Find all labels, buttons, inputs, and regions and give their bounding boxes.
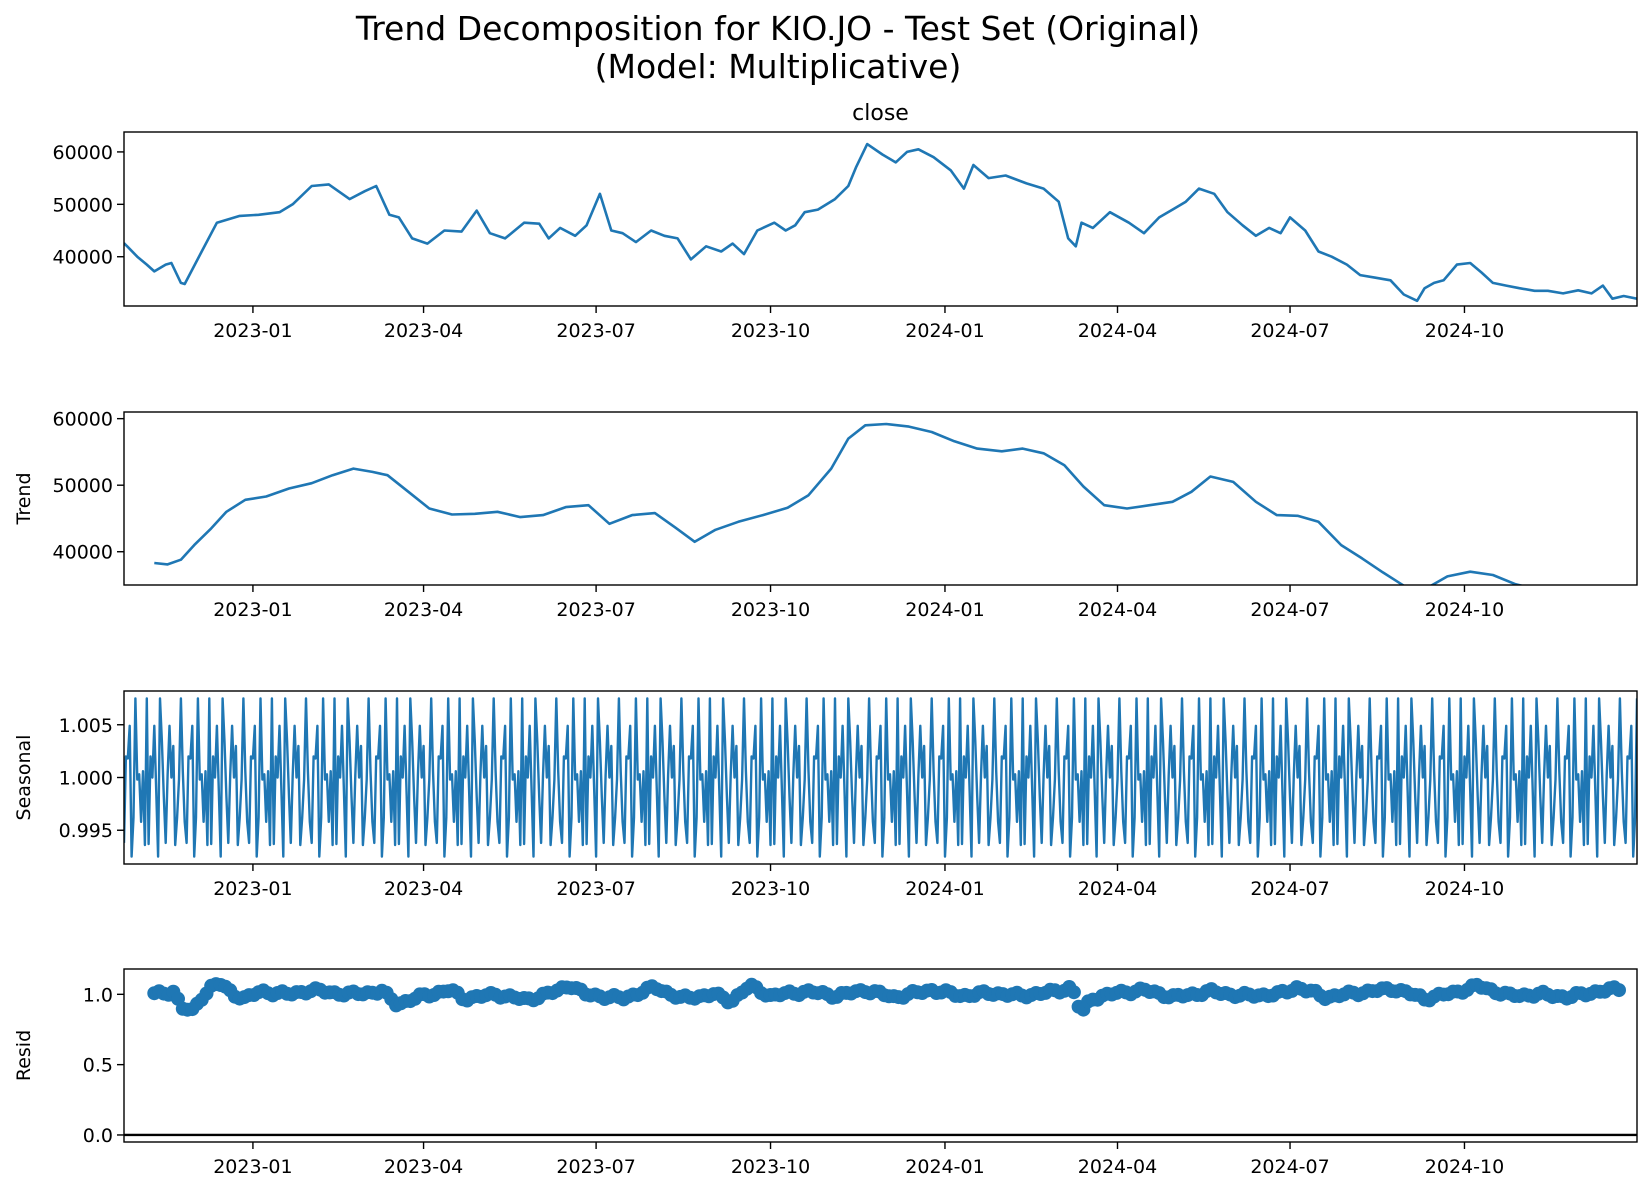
- x-tick-label: 2024-07: [1250, 1156, 1329, 1178]
- x-tick-label: 2023-01: [213, 599, 292, 621]
- y-axis-label: Resid: [13, 1030, 35, 1081]
- panel-title: close: [852, 101, 909, 126]
- figure-title-line2: (Model: Multiplicative): [595, 47, 962, 86]
- y-axis-label: Seasonal: [13, 735, 35, 821]
- y-tick-label: 0.5: [83, 1055, 113, 1077]
- x-tick-label: 2024-10: [1425, 878, 1504, 900]
- seasonal-series-line: [124, 697, 1637, 858]
- x-tick-label: 2024-07: [1250, 320, 1329, 342]
- panel-1: 40000 50000 60000 2023-01 2023-04 2023-07 2023…: [53, 101, 1638, 342]
- x-tick-label: 2024-01: [905, 878, 984, 900]
- y-tick-label: 1.005: [59, 715, 113, 737]
- x-tick-label: 2024-01: [905, 320, 984, 342]
- y-tick-label: 60000: [53, 409, 113, 431]
- x-tick-label: 2023-07: [556, 320, 635, 342]
- x-tick-label: 2024-04: [1078, 320, 1157, 342]
- x-tick-label: 2023-04: [384, 320, 463, 342]
- x-tick-label: 2023-07: [556, 878, 635, 900]
- x-tick-label: 2024-07: [1250, 599, 1329, 621]
- x-tick-label: 2024-04: [1078, 878, 1157, 900]
- y-tick-label: 1.000: [59, 768, 113, 790]
- x-tick-label: 2023-07: [556, 599, 635, 621]
- x-tick-label: 2024-04: [1078, 1156, 1157, 1178]
- y-axis-label: Trend: [13, 473, 35, 526]
- y-tick-label: 0.995: [59, 820, 113, 842]
- x-tick-label: 2023-10: [731, 599, 810, 621]
- x-tick-label: 2023-07: [556, 1156, 635, 1178]
- x-tick-label: 2024-04: [1078, 599, 1157, 621]
- close-series-line: [124, 142, 1637, 303]
- x-tick-label: 2023-10: [731, 1156, 810, 1178]
- x-tick-label: 2023-10: [731, 878, 810, 900]
- x-tick-label: 2024-10: [1425, 599, 1504, 621]
- x-tick-label: 2024-10: [1425, 320, 1504, 342]
- panel-4: 0.0 0.5 1.0 2023-01 2023-04 2023-07 2023-10 202…: [13, 968, 1638, 1178]
- axes-frame: [123, 131, 1638, 307]
- x-tick-label: 2023-04: [384, 599, 463, 621]
- x-tick-label: 2023-01: [213, 1156, 292, 1178]
- y-tick-label: 40000: [53, 542, 113, 564]
- y-tick-label: 0.0: [83, 1125, 113, 1147]
- plot-area: [154, 422, 1525, 585]
- panel-3: 0.995 1.000 1.005 2023-01 2023-04 2023-07 2023…: [13, 690, 1638, 900]
- panels-group: 40000 50000 60000 2023-01 2023-04 2023-07 2023…: [13, 101, 1638, 1178]
- plot-area: [124, 697, 1637, 858]
- y-tick-label: 50000: [53, 475, 113, 497]
- x-tick-label: 2024-01: [905, 1156, 984, 1178]
- x-tick-label: 2023-01: [213, 320, 292, 342]
- plot-area: [124, 142, 1637, 303]
- x-tick-label: 2023-04: [384, 878, 463, 900]
- x-tick-label: 2023-10: [731, 320, 810, 342]
- plot-area: [124, 977, 1637, 1137]
- x-tick-label: 2023-04: [384, 1156, 463, 1178]
- axes-frame: [123, 968, 1638, 1143]
- x-tick-label: 2024-07: [1250, 878, 1329, 900]
- y-tick-label: 40000: [53, 247, 113, 269]
- x-tick-label: 2024-10: [1425, 1156, 1504, 1178]
- axes-frame: [123, 411, 1638, 586]
- panel-2: 40000 50000 60000 2023-01 2023-04 2023-07 2023…: [13, 409, 1638, 621]
- trend-series-line: [154, 422, 1525, 585]
- x-tick-label: 2024-01: [905, 599, 984, 621]
- resid-point: [1066, 985, 1081, 1000]
- y-tick-label: 50000: [53, 194, 113, 216]
- x-tick-label: 2023-01: [213, 878, 292, 900]
- y-tick-label: 60000: [53, 142, 113, 164]
- y-tick-label: 1.0: [83, 984, 113, 1006]
- resid-point: [1612, 983, 1626, 998]
- figure-title-line1: Trend Decomposition for KIO.JO - Test Se…: [355, 9, 1200, 48]
